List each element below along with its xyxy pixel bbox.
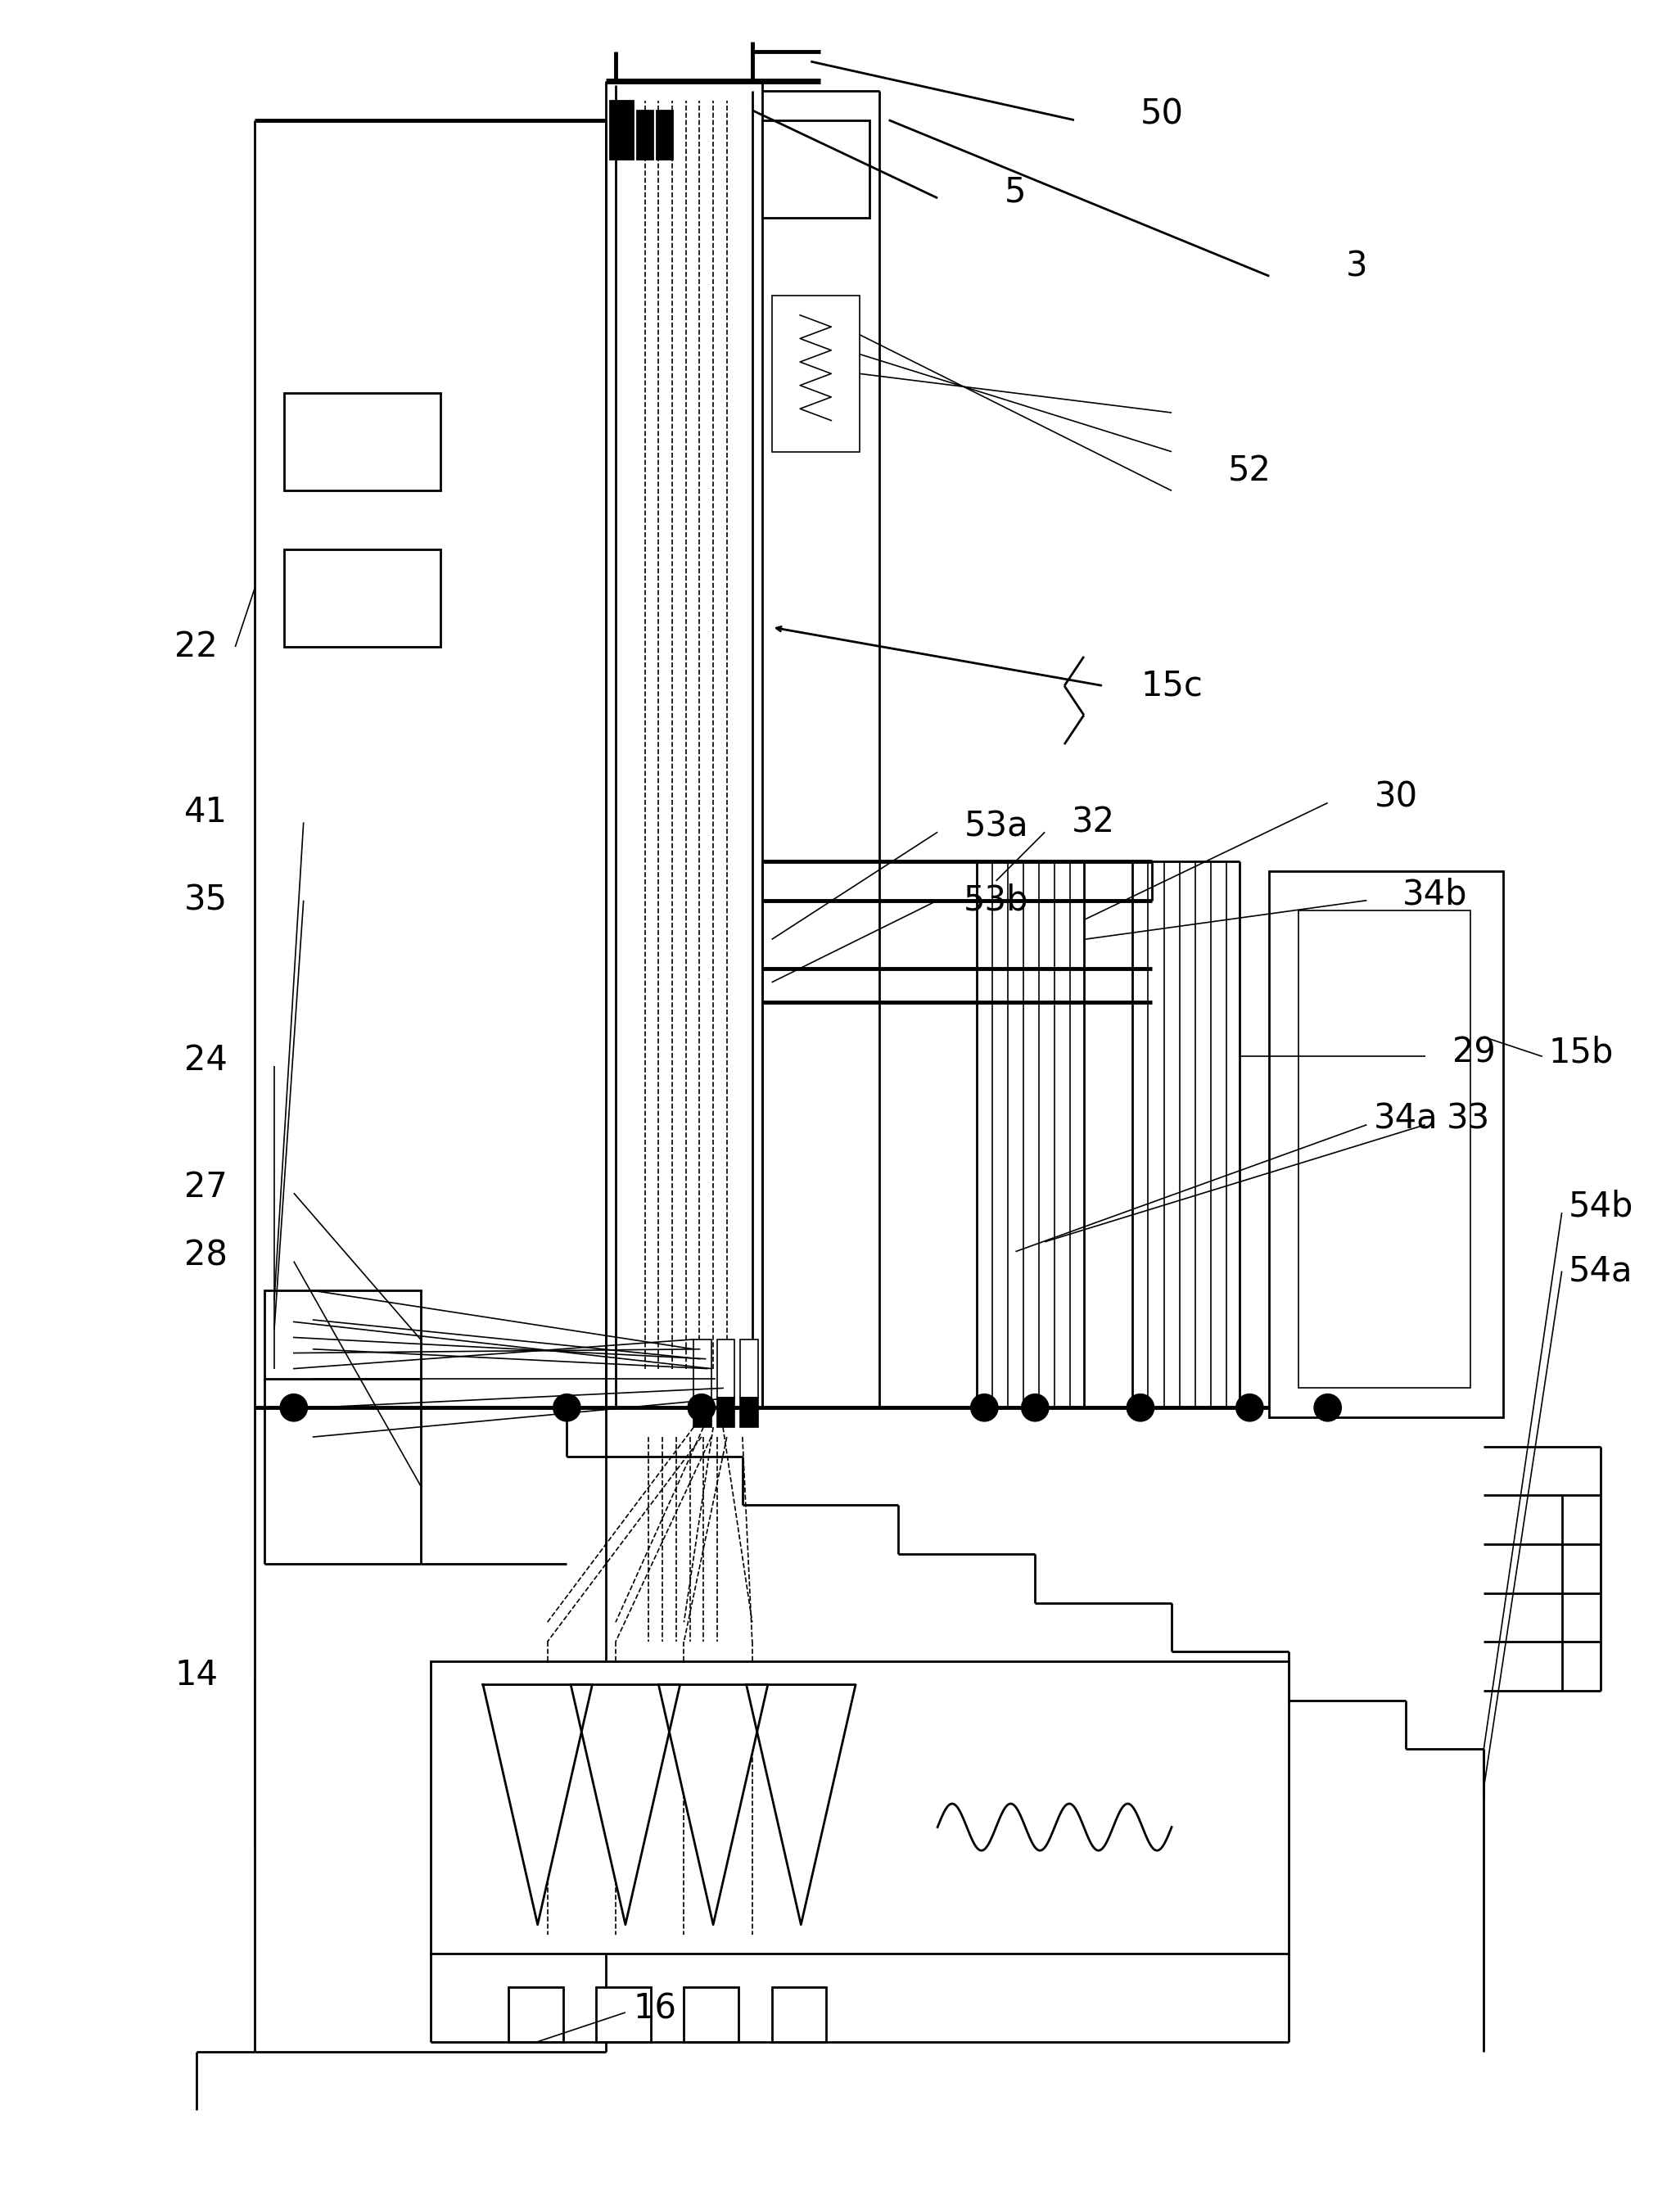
Bar	[637, 110, 654, 160]
Circle shape	[1127, 1393, 1154, 1422]
Bar	[1299, 909, 1470, 1389]
Polygon shape	[746, 1685, 855, 1924]
Text: 15c: 15c	[1141, 668, 1203, 703]
Text: 15b: 15b	[1549, 1036, 1614, 1069]
Bar	[694, 1398, 711, 1426]
Bar	[509, 1987, 563, 2042]
Text: 32: 32	[1072, 804, 1116, 839]
Text: 27: 27	[185, 1170, 227, 1205]
Circle shape	[1314, 1393, 1341, 1422]
Bar	[741, 1339, 758, 1398]
Bar	[610, 101, 633, 160]
Bar	[717, 1398, 734, 1426]
Circle shape	[1236, 1393, 1263, 1422]
Text: 53b: 53b	[964, 883, 1028, 918]
Text: 34a: 34a	[1374, 1102, 1438, 1137]
Bar	[657, 110, 672, 160]
Circle shape	[971, 1393, 998, 1422]
Bar	[771, 1987, 827, 2042]
Text: 41: 41	[185, 795, 228, 830]
Text: 34b: 34b	[1403, 876, 1468, 911]
Polygon shape	[482, 1685, 593, 1924]
Bar	[430, 1661, 1289, 1954]
Text: 14: 14	[175, 1659, 218, 1691]
Bar	[741, 1398, 758, 1426]
Bar	[694, 1339, 711, 1398]
Bar	[284, 392, 440, 491]
Text: 50: 50	[1141, 96, 1184, 131]
Text: 33: 33	[1446, 1102, 1490, 1137]
Circle shape	[553, 1393, 581, 1422]
Bar	[284, 550, 440, 646]
Text: 52: 52	[1228, 454, 1272, 489]
Circle shape	[281, 1393, 307, 1422]
Text: 28: 28	[185, 1238, 228, 1273]
Polygon shape	[571, 1685, 680, 1924]
Bar	[596, 1987, 650, 2042]
Text: 29: 29	[1453, 1036, 1495, 1069]
Bar	[717, 1339, 734, 1398]
Text: 35: 35	[185, 883, 228, 918]
Circle shape	[1021, 1393, 1048, 1422]
Bar	[771, 296, 860, 451]
Circle shape	[687, 1393, 716, 1422]
Text: 53a: 53a	[964, 808, 1028, 844]
Text: 22: 22	[175, 629, 218, 664]
Text: 30: 30	[1374, 780, 1418, 815]
Text: 54b: 54b	[1569, 1190, 1633, 1225]
Bar	[763, 121, 869, 217]
Text: 16: 16	[633, 1992, 677, 2027]
Polygon shape	[659, 1685, 768, 1924]
Bar	[684, 1987, 739, 2042]
Text: 3: 3	[1346, 250, 1368, 283]
Text: 54a: 54a	[1569, 1253, 1633, 1288]
Text: 5: 5	[1005, 175, 1026, 210]
Text: 24: 24	[185, 1043, 227, 1078]
Bar	[1268, 872, 1504, 1418]
Bar	[264, 1290, 420, 1378]
